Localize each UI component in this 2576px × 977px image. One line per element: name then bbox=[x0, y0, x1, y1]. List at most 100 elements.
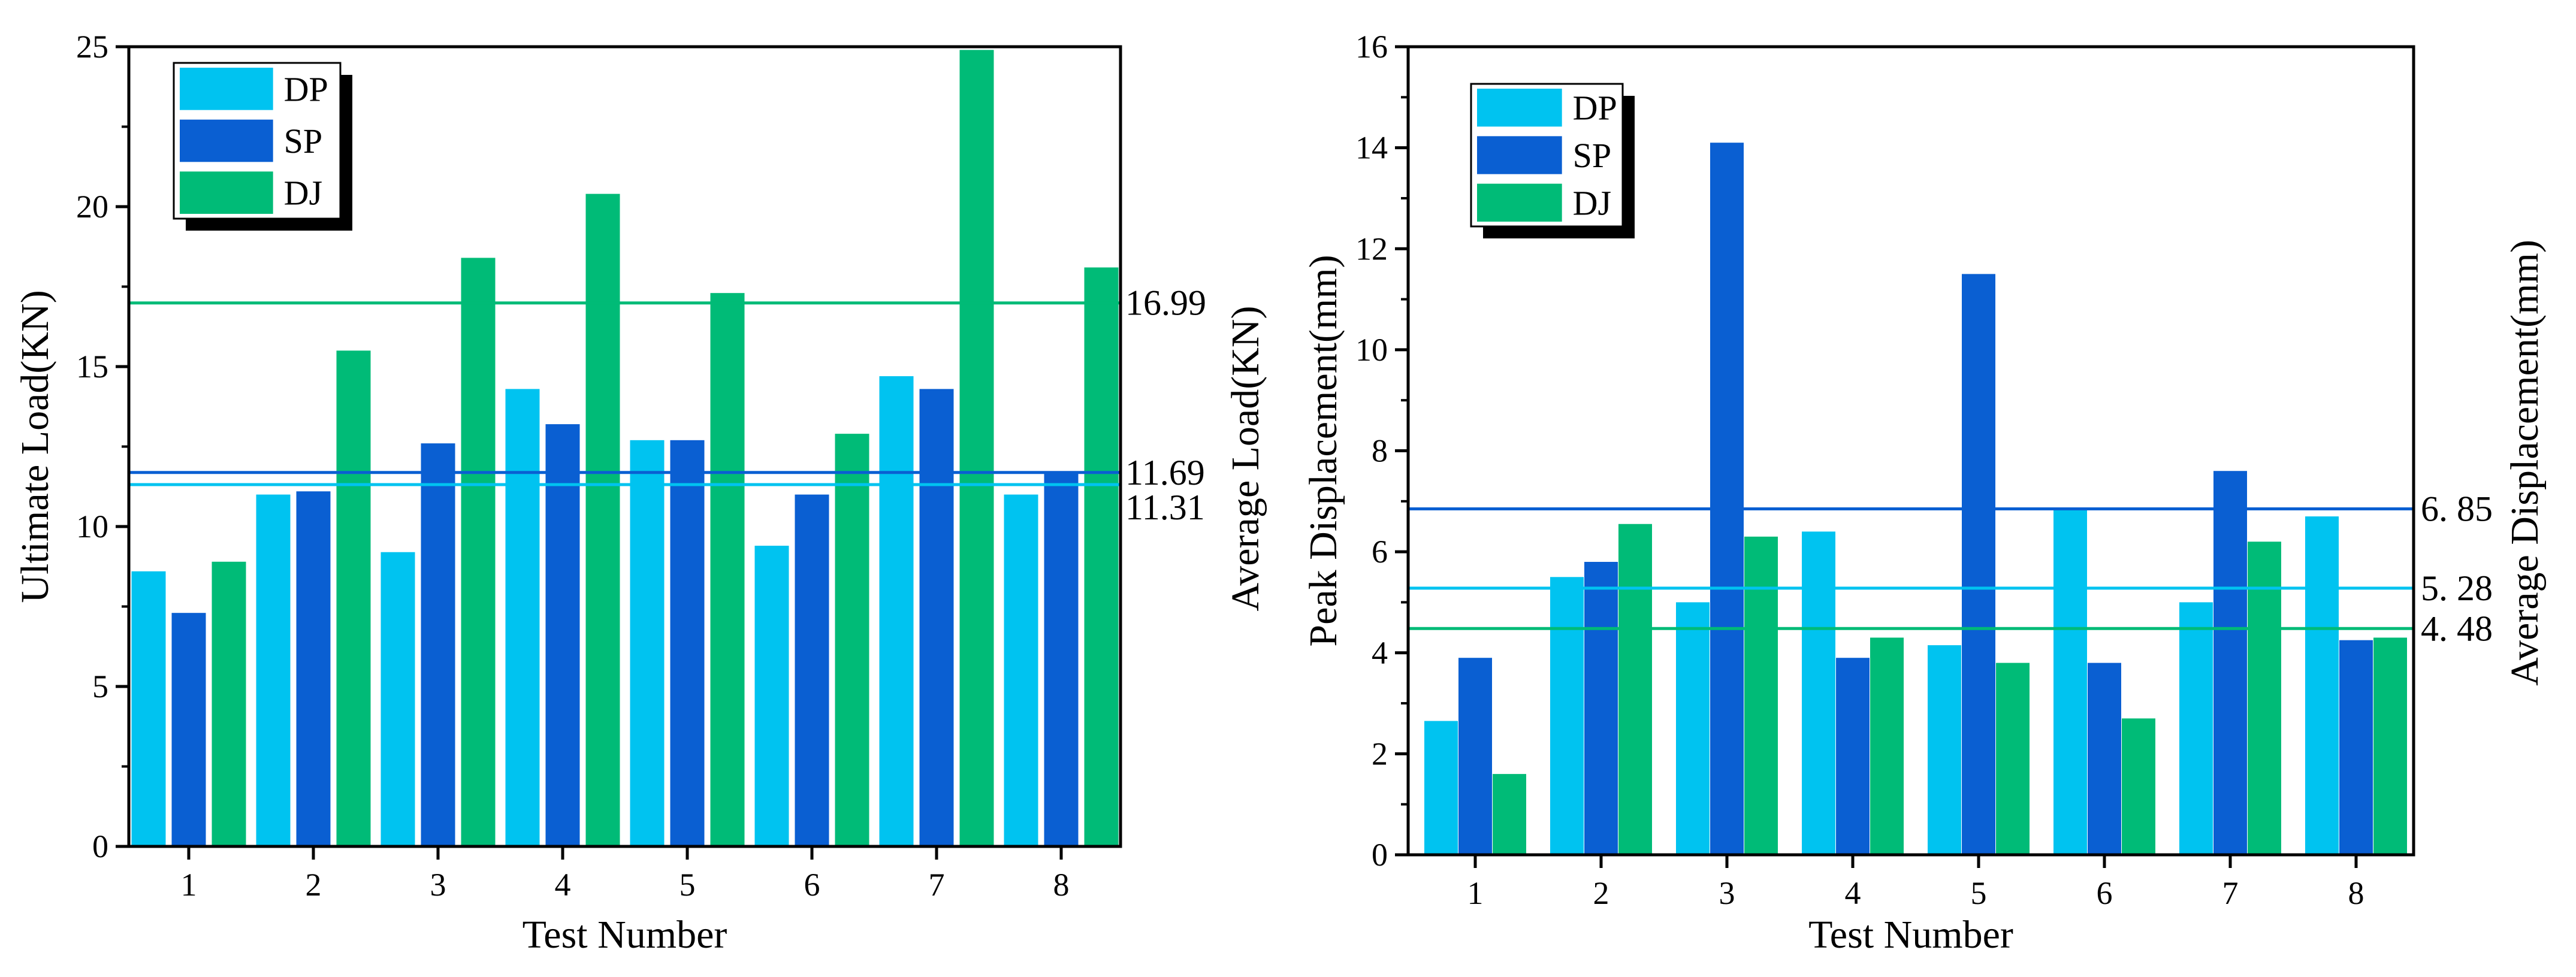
bar-sp-4 bbox=[1836, 658, 1870, 855]
legend-label-dj: DJ bbox=[1573, 183, 1611, 222]
average-label-dp: 5. 28 bbox=[2421, 568, 2493, 608]
bar-dj-2 bbox=[336, 350, 371, 846]
y-tick-label-20: 20 bbox=[76, 189, 108, 225]
bar-dp-3 bbox=[380, 552, 415, 846]
y-tick-label-10: 10 bbox=[76, 509, 108, 545]
x-tick-label-5: 5 bbox=[1971, 875, 1987, 911]
x-tick-label-6: 6 bbox=[804, 867, 820, 903]
bar-dj-3 bbox=[461, 258, 496, 846]
x-tick-label-2: 2 bbox=[306, 867, 322, 903]
average-label-sp: 11.69 bbox=[1125, 453, 1205, 492]
bar-sp-1 bbox=[1458, 658, 1492, 855]
legend-label-sp: SP bbox=[1573, 136, 1612, 175]
bar-sp-1 bbox=[171, 613, 206, 846]
bar-dj-8 bbox=[2373, 637, 2407, 855]
bar-dp-3 bbox=[1676, 602, 1710, 855]
x-tick-label-7: 7 bbox=[929, 867, 945, 903]
bar-dj-5 bbox=[1996, 663, 2030, 855]
y-tick-label-10: 10 bbox=[1355, 332, 1388, 368]
bar-sp-5 bbox=[1962, 274, 1995, 855]
y-tick-label-0: 0 bbox=[1372, 837, 1388, 873]
x-tick-label-3: 3 bbox=[430, 867, 446, 903]
bar-dj-4 bbox=[585, 193, 620, 846]
y-tick-label-6: 6 bbox=[1372, 534, 1388, 570]
y-tick-label-12: 12 bbox=[1355, 231, 1388, 267]
legend: DP SP DJ bbox=[1470, 83, 1635, 238]
y-axis-title-right: Average Load(KN) bbox=[1224, 305, 1267, 611]
bar-dp-1 bbox=[131, 571, 166, 846]
legend-label-dp: DP bbox=[284, 69, 328, 108]
x-tick-label-7: 7 bbox=[2222, 875, 2239, 911]
legend-swatch-dp bbox=[1477, 89, 1562, 127]
bar-dp-2 bbox=[256, 494, 291, 846]
x-tick-label-8: 8 bbox=[1053, 867, 1070, 903]
bar-dj-6 bbox=[835, 434, 869, 846]
bar-dj-3 bbox=[1744, 536, 1778, 855]
bar-dp-1 bbox=[1424, 721, 1458, 855]
y-tick-label-5: 5 bbox=[92, 669, 108, 704]
bar-dp-7 bbox=[2179, 602, 2213, 855]
bar-sp-6 bbox=[2088, 663, 2121, 855]
average-label-dj: 4. 48 bbox=[2421, 609, 2493, 648]
bar-sp-5 bbox=[670, 440, 705, 846]
bar-dp-5 bbox=[630, 440, 665, 846]
x-tick-label-6: 6 bbox=[2097, 875, 2113, 911]
bar-sp-3 bbox=[1710, 143, 1744, 855]
y-axis-title-right: Average Displacement(mm) bbox=[2503, 240, 2547, 686]
bar-sp-8 bbox=[1044, 472, 1079, 846]
bar-dj-8 bbox=[1084, 267, 1119, 847]
bar-dp-8 bbox=[2305, 516, 2339, 855]
bar-sp-8 bbox=[2339, 640, 2373, 855]
legend-label-dj: DJ bbox=[284, 174, 322, 213]
y-tick-label-16: 16 bbox=[1355, 29, 1388, 65]
x-tick-label-3: 3 bbox=[1719, 875, 1735, 911]
bar-dj-6 bbox=[2122, 718, 2155, 855]
bar-sp-7 bbox=[2213, 471, 2247, 855]
bar-dp-5 bbox=[1928, 645, 1961, 855]
bar-sp-4 bbox=[545, 424, 580, 846]
bar-dp-7 bbox=[879, 376, 914, 846]
y-tick-label-4: 4 bbox=[1372, 635, 1388, 671]
bar-dp-6 bbox=[2053, 509, 2087, 855]
legend-label-dp: DP bbox=[1573, 89, 1617, 128]
bar-dp-6 bbox=[754, 546, 789, 846]
bar-dp-4 bbox=[505, 389, 540, 846]
legend: DP SP DJ bbox=[173, 62, 352, 231]
y-tick-label-25: 25 bbox=[76, 29, 108, 65]
x-tick-label-1: 1 bbox=[1467, 875, 1484, 911]
bar-dp-2 bbox=[1550, 577, 1584, 855]
bar-sp-7 bbox=[919, 389, 954, 846]
legend-swatch-dj bbox=[1477, 183, 1562, 222]
bar-sp-2 bbox=[1584, 561, 1618, 855]
bar-sp-2 bbox=[296, 491, 331, 846]
bar-dj-1 bbox=[212, 561, 246, 846]
legend-swatch-sp bbox=[1477, 136, 1562, 174]
y-axis-title: Peak Displacement(mm) bbox=[1301, 255, 1345, 646]
y-tick-label-2: 2 bbox=[1372, 736, 1388, 772]
average-label-dj: 16.99 bbox=[1125, 283, 1206, 323]
y-tick-label-8: 8 bbox=[1372, 433, 1388, 469]
x-axis-title: Test Number bbox=[523, 913, 727, 957]
bar-dp-8 bbox=[1004, 494, 1038, 846]
average-label-sp: 6. 85 bbox=[2421, 489, 2493, 528]
bar-dj-7 bbox=[2248, 542, 2281, 855]
x-tick-label-4: 4 bbox=[1845, 875, 1861, 911]
bar-sp-6 bbox=[795, 494, 829, 846]
y-tick-label-14: 14 bbox=[1355, 130, 1388, 166]
y-axis-title: Ultimate Load(KN) bbox=[13, 290, 57, 603]
bar-dj-4 bbox=[1870, 637, 1904, 855]
x-tick-label-2: 2 bbox=[1593, 875, 1609, 911]
bar-sp-3 bbox=[421, 443, 455, 846]
legend-swatch-dp bbox=[180, 68, 273, 110]
x-tick-label-8: 8 bbox=[2348, 875, 2364, 911]
y-tick-label-0: 0 bbox=[92, 828, 108, 864]
legend-swatch-dj bbox=[180, 171, 273, 214]
bar-dp-4 bbox=[1802, 531, 1835, 855]
average-label-dp: 11.31 bbox=[1125, 488, 1205, 527]
bar-dj-7 bbox=[959, 50, 994, 847]
x-tick-label-1: 1 bbox=[181, 867, 197, 903]
